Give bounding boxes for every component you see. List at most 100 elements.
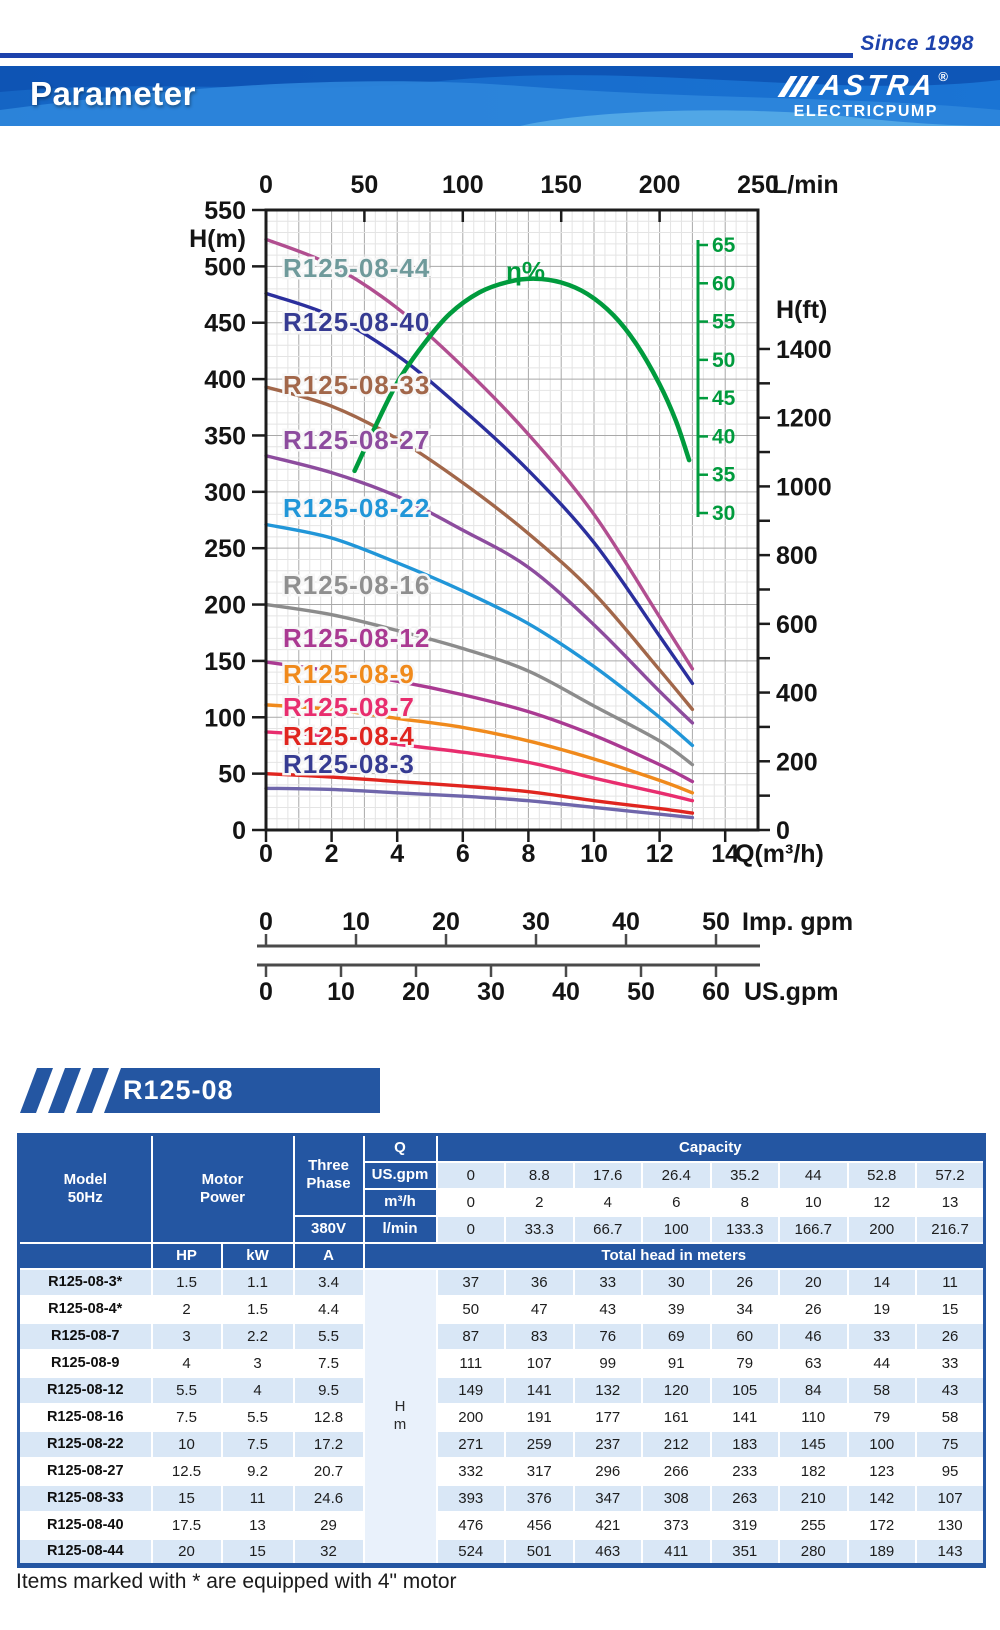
- table-cell: 4: [572, 1187, 644, 1217]
- table-cell: 308: [641, 1483, 712, 1513]
- svg-text:0: 0: [776, 817, 790, 845]
- table-cell: 26.4: [641, 1160, 712, 1190]
- svg-text:150: 150: [540, 171, 582, 199]
- gpm-rulers: 0 10 20 30 40 50 Imp. gpm 0 10 20 30 40 50 60 US.gpm: [257, 908, 853, 1006]
- table-cell: 44: [778, 1160, 849, 1190]
- svg-text:0: 0: [259, 908, 273, 936]
- us-gpm-unit: US.gpm: [744, 978, 838, 1006]
- table-cell: 34: [709, 1294, 781, 1324]
- cell-model: R125-08-3*: [17, 1267, 153, 1297]
- svg-text:0: 0: [259, 840, 273, 868]
- svg-text:40: 40: [612, 908, 640, 936]
- table-cell: 26: [915, 1321, 986, 1351]
- pump-curve-R125-08-22: [264, 522, 695, 748]
- table-cell: 44: [846, 1348, 918, 1378]
- table-cell: 123: [846, 1456, 918, 1486]
- table-cell: 46: [778, 1321, 849, 1351]
- curve-label-R125-08-27: R125-08-27: [283, 425, 430, 455]
- table-cell: 17.6: [572, 1160, 644, 1190]
- table-cell: 233: [709, 1456, 781, 1486]
- table-cell: 58: [846, 1375, 918, 1405]
- table-cell: 1.5: [220, 1294, 295, 1324]
- svg-text:50: 50: [712, 349, 735, 372]
- header-model: Model 50Hz: [17, 1133, 153, 1244]
- table-cell: 7.5: [220, 1429, 295, 1459]
- table-cell: 210: [778, 1483, 849, 1513]
- table-cell: 17.2: [292, 1429, 365, 1459]
- table-cell: 189: [846, 1537, 918, 1567]
- svg-text:200: 200: [639, 171, 681, 199]
- curve-label-R125-08-7: R125-08-7: [283, 692, 415, 722]
- table-cell: 2.2: [220, 1321, 295, 1351]
- table-row: HP kW A Total head in meters: [17, 1241, 986, 1270]
- svg-text:50: 50: [627, 978, 655, 1006]
- table-cell: 33: [915, 1348, 986, 1378]
- cell-model: R125-08-44: [17, 1537, 153, 1567]
- table-cell: 7.5: [150, 1402, 223, 1432]
- table-cell: 36: [504, 1267, 575, 1297]
- svg-text:50: 50: [702, 908, 730, 936]
- table-cell: 24.6: [292, 1483, 365, 1513]
- table-cell: 2: [504, 1187, 575, 1217]
- table-cell: 191: [504, 1402, 575, 1432]
- svg-text:50: 50: [350, 171, 378, 199]
- svg-text:14: 14: [711, 840, 739, 868]
- table-cell: 12.5: [150, 1456, 223, 1486]
- pump-curve-R125-08-12: [264, 660, 695, 784]
- table-cell: 463: [572, 1537, 644, 1567]
- table-cell: 5.5: [150, 1375, 223, 1405]
- svg-text:65: 65: [712, 234, 736, 257]
- svg-text:800: 800: [776, 542, 818, 570]
- svg-text:30: 30: [477, 978, 505, 1006]
- svg-text:150: 150: [204, 648, 246, 676]
- table-cell: 0: [435, 1160, 507, 1190]
- imp-gpm-unit: Imp. gpm: [742, 908, 853, 936]
- right-axis-unit: H(ft): [776, 296, 827, 324]
- table-cell: 111: [435, 1348, 507, 1378]
- table-cell: 52.8: [846, 1160, 918, 1190]
- curve-label-R125-08-9: R125-08-9: [283, 659, 415, 689]
- curve-label-R125-08-12: R125-08-12: [283, 623, 430, 653]
- table-cell: 69: [641, 1321, 712, 1351]
- table-cell: 142: [846, 1483, 918, 1513]
- svg-text:600: 600: [776, 611, 818, 639]
- svg-text:100: 100: [442, 171, 484, 199]
- curve-label-R125-08-16: R125-08-16: [283, 570, 430, 600]
- curve-label-R125-08-40: R125-08-40: [283, 307, 430, 337]
- cell-model: R125-08-9: [17, 1348, 153, 1378]
- table-cell: 212: [641, 1429, 712, 1459]
- table-cell: 13: [915, 1187, 986, 1217]
- svg-text:12: 12: [646, 840, 674, 868]
- table-cell: 319: [709, 1510, 781, 1540]
- table-cell: 39: [641, 1294, 712, 1324]
- table-row: R125-08-7 3 2.2 5.5 87 83 76 69 60 46 33 26: [17, 1321, 986, 1351]
- table-cell: 182: [778, 1456, 849, 1486]
- table-cell: 50: [435, 1294, 507, 1324]
- brand-wordmark: ASTRA ®: [776, 69, 948, 102]
- table-cell: 58: [915, 1402, 986, 1432]
- table-cell: 456: [504, 1510, 575, 1540]
- svg-text:1200: 1200: [776, 405, 832, 433]
- table-cell: 75: [915, 1429, 986, 1459]
- table-row: R125-08-16 7.5 5.5 12.8 200 191 177 161 141 110 79…: [17, 1402, 986, 1432]
- table-cell: 351: [709, 1537, 781, 1567]
- svg-text:6: 6: [456, 840, 470, 868]
- header-unit-1: m³/h: [362, 1187, 438, 1217]
- svg-text:50: 50: [218, 761, 246, 789]
- header-hp: HP: [150, 1241, 223, 1270]
- table-cell: 11: [220, 1483, 295, 1513]
- table-row: R125-08-9 4 3 7.5 111 107 99 91 79 63 44 33: [17, 1348, 986, 1378]
- svg-text:300: 300: [204, 479, 246, 507]
- svg-text:4: 4: [390, 840, 404, 868]
- table-cell: 1.1: [220, 1267, 295, 1297]
- curve-label-R125-08-3: R125-08-3: [283, 749, 415, 779]
- table-cell: 29: [292, 1510, 365, 1540]
- table-cell: 66.7: [572, 1214, 644, 1244]
- svg-text:20: 20: [432, 908, 460, 936]
- table-cell: 0: [435, 1187, 507, 1217]
- svg-text:30: 30: [522, 908, 550, 936]
- table-cell: 161: [641, 1402, 712, 1432]
- table-cell: 5.5: [292, 1321, 365, 1351]
- pump-curve-R125-08-4: [264, 771, 695, 815]
